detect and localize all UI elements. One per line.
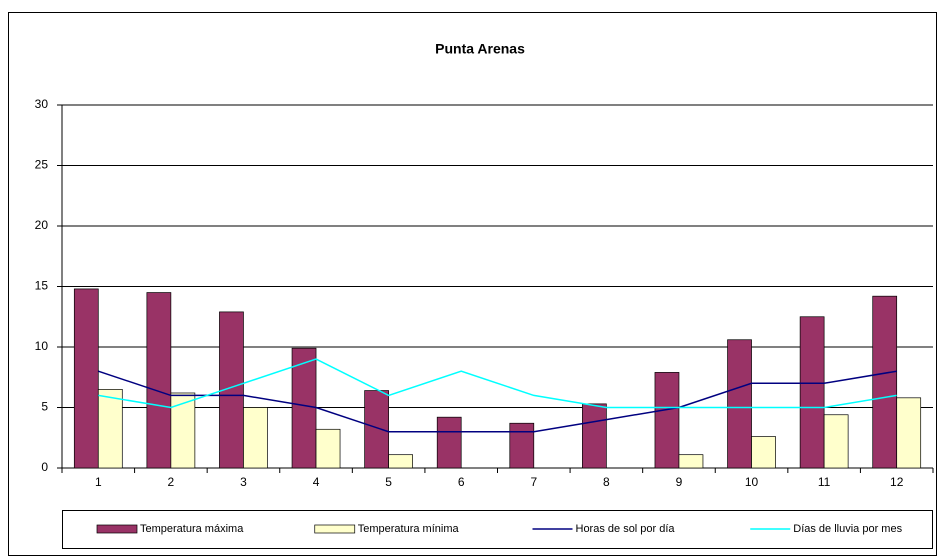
y-tick-label: 10 — [35, 339, 49, 353]
legend-label: Días de lluvia por mes — [793, 523, 902, 535]
x-tick-label: 9 — [676, 475, 683, 489]
y-tick-label: 20 — [35, 218, 49, 232]
bar — [436, 416, 462, 469]
bar — [243, 407, 268, 469]
bar — [727, 339, 752, 469]
x-tick-label: 8 — [603, 475, 610, 489]
chart-frame — [8, 12, 937, 556]
bar — [146, 292, 172, 469]
bar — [291, 347, 317, 469]
legend-swatch — [96, 524, 138, 534]
chart-title: Punta Arenas — [435, 41, 525, 57]
line — [98, 358, 897, 409]
x-tick-label: 7 — [530, 475, 537, 489]
bar — [364, 390, 389, 469]
y-tick-label: 30 — [35, 97, 49, 111]
bar — [872, 295, 898, 469]
legend-swatch — [314, 524, 356, 534]
x-tick-label: 3 — [240, 475, 247, 489]
bar — [509, 422, 535, 469]
bar — [97, 389, 123, 469]
x-tick-label: 1 — [95, 475, 102, 489]
bar — [896, 397, 922, 469]
legend-label: Temperatura mínima — [358, 523, 460, 535]
bar — [315, 428, 341, 469]
x-tick-label: 11 — [818, 475, 831, 489]
y-tick-label: 15 — [35, 279, 49, 293]
y-tick-label: 0 — [41, 460, 48, 474]
line — [98, 370, 897, 433]
bar — [678, 454, 704, 469]
bar — [823, 414, 849, 469]
y-tick-label: 25 — [35, 158, 49, 172]
x-tick-label: 12 — [890, 475, 904, 489]
y-tick-label: 5 — [41, 400, 48, 414]
x-tick-label: 5 — [385, 475, 392, 489]
x-tick-label: 6 — [458, 475, 465, 489]
x-tick-label: 4 — [313, 475, 320, 489]
bar — [582, 403, 607, 469]
legend-label: Temperatura máxima — [140, 523, 244, 535]
bar — [751, 436, 776, 469]
legend-label: Horas de sol por día — [576, 523, 676, 535]
x-tick-label: 10 — [745, 475, 759, 489]
bar — [73, 288, 99, 469]
x-tick-label: 2 — [168, 475, 175, 489]
bar — [799, 316, 825, 469]
bar — [654, 372, 680, 469]
bar — [388, 454, 413, 469]
